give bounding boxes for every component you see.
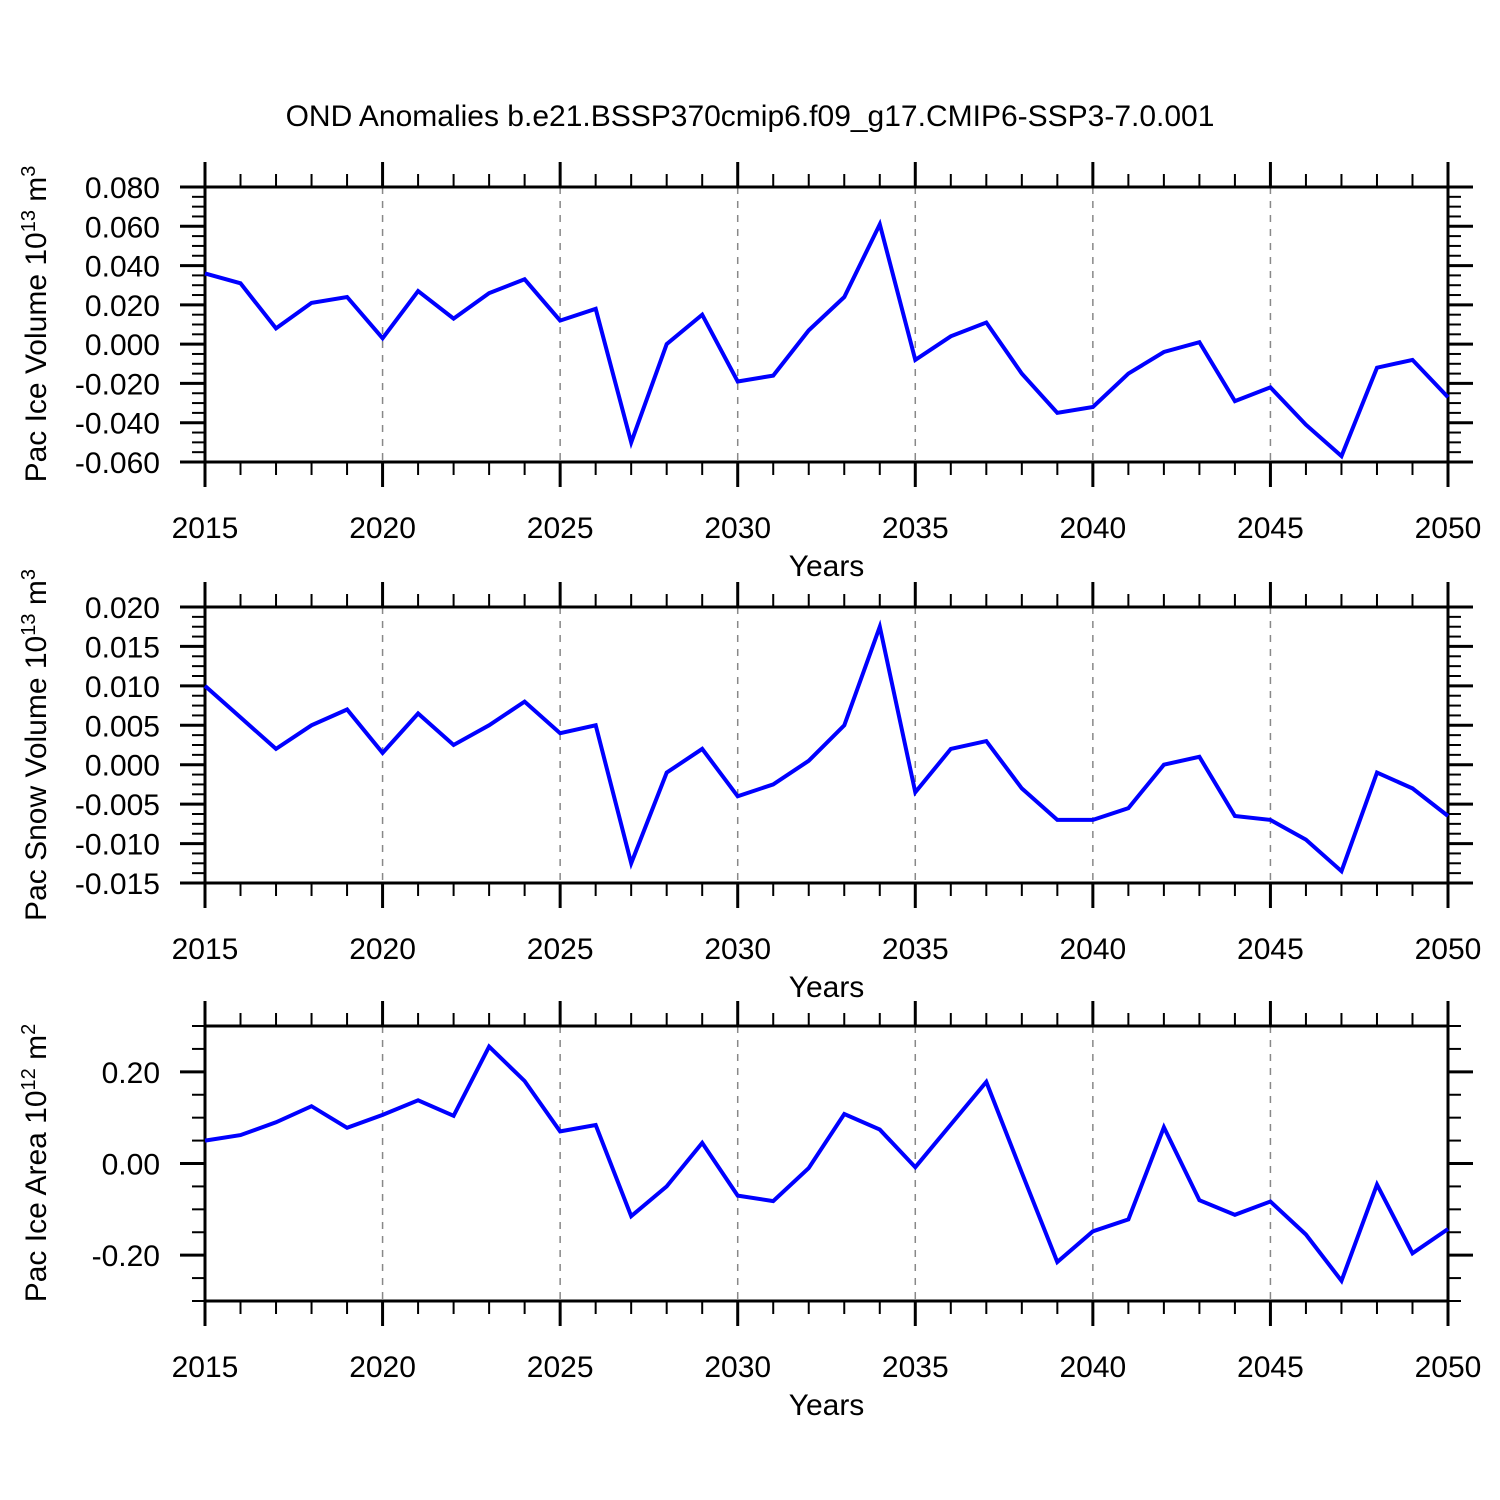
y-tick-label: 0.20 bbox=[102, 1057, 160, 1090]
x-tick-label: 2020 bbox=[349, 1351, 416, 1384]
x-tick-label: 2045 bbox=[1237, 933, 1304, 966]
pac-ice-volume-data-line bbox=[204, 218, 1450, 460]
y-tick-label: 0.000 bbox=[85, 329, 160, 362]
y-tick-labels: 0.020 0.015 0.010 0.005 0.000 -0.005 -0.010 -0.… bbox=[75, 592, 160, 901]
x-tick-label: 2015 bbox=[172, 933, 239, 966]
x-tick-label: 2020 bbox=[349, 512, 416, 545]
x-axis-label: Years bbox=[789, 1389, 865, 1422]
pac-snow-volume-data-line bbox=[203, 619, 1450, 875]
x-tick-labels: 2015 2020 2025 2030 2035 2040 2045 2050 bbox=[172, 512, 1482, 545]
y-tick-label: 0.000 bbox=[85, 750, 160, 783]
x-tick-label: 2035 bbox=[882, 933, 949, 966]
x-tick-labels: 2015 2020 2025 2030 2035 2040 2045 2050 bbox=[172, 933, 1482, 966]
y-tick-label: 0.005 bbox=[85, 710, 160, 743]
y-tick-labels: 0.20 0.00 -0.20 bbox=[92, 1057, 160, 1273]
x-tick-label: 2035 bbox=[882, 1351, 949, 1384]
gridlines bbox=[381, 187, 1272, 462]
x-tick-label: 2025 bbox=[527, 933, 594, 966]
y-tick-label: 0.080 bbox=[85, 172, 160, 205]
x-axis-label: Years bbox=[789, 971, 865, 1004]
x-tick-label: 2050 bbox=[1415, 1351, 1482, 1384]
x-tick-label: 2015 bbox=[172, 1351, 239, 1384]
y-tick-label: 0.010 bbox=[85, 671, 160, 704]
y-tick-label: 0.015 bbox=[85, 631, 160, 664]
pac-ice-area-data-line bbox=[204, 1043, 1450, 1285]
axis-ticks bbox=[180, 1001, 1473, 1326]
x-tick-labels: 2015 2020 2025 2030 2035 2040 2045 2050 bbox=[172, 1351, 1482, 1384]
x-axis-label: Years bbox=[789, 550, 865, 583]
pac-ice-volume-panel: 0.080 0.060 0.040 0.020 0.000 -0.020 -0.040 -0.… bbox=[75, 162, 1481, 583]
y-tick-label: -0.20 bbox=[92, 1240, 160, 1273]
y-tick-label: 0.00 bbox=[102, 1149, 160, 1182]
y-tick-label: -0.010 bbox=[75, 829, 160, 862]
axis-ticks bbox=[180, 162, 1473, 487]
gridlines bbox=[381, 1026, 1272, 1301]
y-tick-label: -0.020 bbox=[75, 368, 160, 401]
y-tick-label: 0.040 bbox=[85, 251, 160, 284]
x-tick-label: 2050 bbox=[1415, 933, 1482, 966]
y-tick-label: -0.015 bbox=[75, 868, 160, 901]
y-tick-labels: 0.080 0.060 0.040 0.020 0.000 -0.020 -0.040 -0.… bbox=[75, 172, 160, 480]
y-tick-label: 0.060 bbox=[85, 211, 160, 244]
x-tick-label: 2045 bbox=[1237, 512, 1304, 545]
chart-title: OND Anomalies b.e21.BSSP370cmip6.f09_g17… bbox=[285, 100, 1215, 133]
x-tick-label: 2050 bbox=[1415, 512, 1482, 545]
y-tick-label: 0.020 bbox=[85, 290, 160, 323]
y-tick-label: 0.020 bbox=[85, 592, 160, 625]
axis-ticks bbox=[180, 582, 1473, 908]
gridlines bbox=[381, 607, 1272, 883]
x-tick-label: 2025 bbox=[527, 512, 594, 545]
x-tick-label: 2030 bbox=[704, 1351, 771, 1384]
x-tick-label: 2045 bbox=[1237, 1351, 1304, 1384]
x-tick-label: 2040 bbox=[1059, 933, 1126, 966]
x-tick-label: 2025 bbox=[527, 1351, 594, 1384]
x-tick-label: 2030 bbox=[704, 512, 771, 545]
x-tick-label: 2040 bbox=[1059, 512, 1126, 545]
y-tick-label: -0.005 bbox=[75, 789, 160, 822]
plot-frame bbox=[203, 1024, 1450, 1303]
pac-snow-volume-panel: 0.020 0.015 0.010 0.005 0.000 -0.005 -0.010 -0.… bbox=[75, 582, 1481, 1004]
x-tick-label: 2020 bbox=[349, 933, 416, 966]
x-tick-label: 2030 bbox=[704, 933, 771, 966]
y-tick-label: -0.040 bbox=[75, 408, 160, 441]
y-tick-label: -0.060 bbox=[75, 447, 160, 480]
x-tick-label: 2035 bbox=[882, 512, 949, 545]
pac-ice-area-panel: 0.20 0.00 -0.20 2015 2020 2025 2030 2035 2040 204… bbox=[92, 1001, 1482, 1422]
x-tick-label: 2040 bbox=[1059, 1351, 1126, 1384]
x-tick-label: 2015 bbox=[172, 512, 239, 545]
